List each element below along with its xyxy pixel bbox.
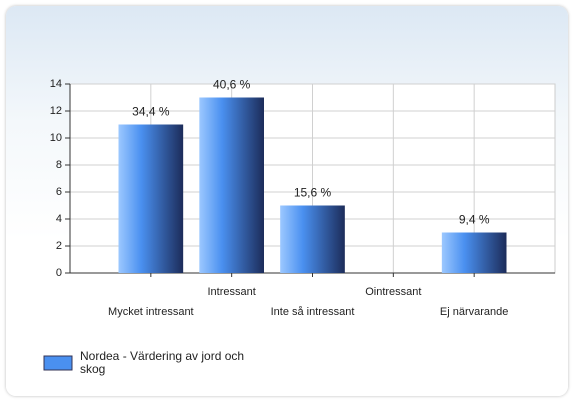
legend-swatch [43, 355, 73, 371]
y-tick-label: 4 [56, 213, 62, 225]
y-tick-label: 8 [56, 159, 62, 171]
x-tick-label: Mycket intressant [108, 306, 194, 318]
bar [199, 97, 264, 273]
legend-label: Nordea - Värdering av jord och skog [80, 349, 245, 376]
y-tick-label: 6 [56, 186, 62, 198]
bar [280, 205, 345, 273]
bar [118, 124, 184, 273]
data-label: 40,6 % [213, 78, 251, 92]
x-tick-label: Ointressant [365, 286, 421, 298]
y-tick-label: 0 [56, 267, 62, 279]
data-label: 9,4 % [459, 213, 490, 227]
data-label: 15,6 % [294, 186, 332, 200]
y-tick-label: 12 [50, 105, 62, 117]
y-tick-label: 10 [50, 132, 62, 144]
data-label: 34,4 % [132, 105, 170, 119]
bar [441, 232, 507, 273]
x-tick-label: Intressant [208, 286, 256, 298]
x-tick-label: Ej närvarande [440, 306, 509, 318]
y-tick-label: 2 [56, 240, 62, 252]
y-tick-label: 14 [50, 78, 62, 90]
x-tick-label: Inte så intressant [271, 306, 355, 318]
